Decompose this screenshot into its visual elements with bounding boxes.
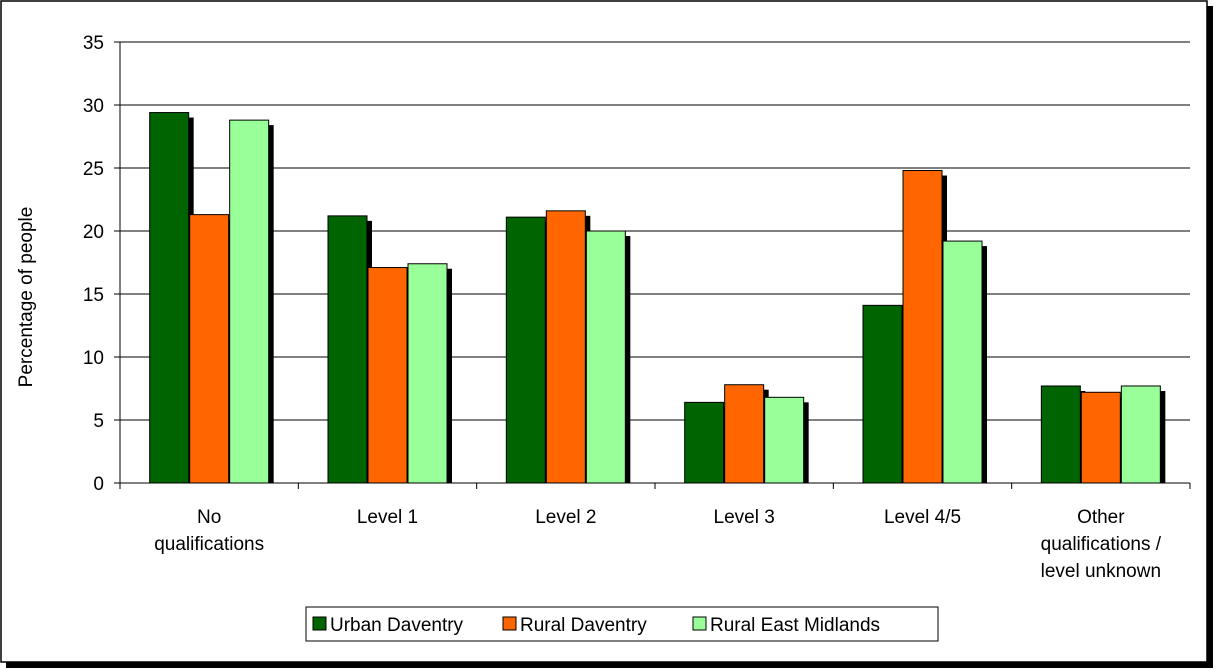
legend: Urban Daventry Rural Daventry Rural East M… xyxy=(305,606,939,642)
bar xyxy=(684,401,725,484)
x-tick-labels: No qualifications Level 1 Level 2 Level 3 Lev… xyxy=(154,507,1162,582)
y-tick-label: 25 xyxy=(83,159,104,180)
legend-swatch xyxy=(692,616,707,631)
bar xyxy=(902,170,943,484)
bar xyxy=(1120,385,1161,484)
x-tick-label: level unknown xyxy=(1041,561,1161,582)
x-tick-label: qualifications / xyxy=(1041,534,1162,555)
gridlines xyxy=(120,41,1190,421)
bar xyxy=(1080,391,1121,484)
axes xyxy=(114,41,1191,489)
legend-label: Urban Daventry xyxy=(330,615,464,636)
bar xyxy=(367,267,408,484)
bar xyxy=(189,214,230,484)
bar xyxy=(585,230,626,484)
y-tick-label: 30 xyxy=(83,96,104,117)
bar xyxy=(942,240,983,484)
x-tick-label: Level 4/5 xyxy=(884,507,961,528)
legend-box xyxy=(305,606,939,642)
bar xyxy=(505,216,546,484)
x-tick-label: No xyxy=(197,507,221,528)
y-tick-label: 15 xyxy=(83,285,104,306)
bar xyxy=(229,119,270,484)
x-tick-label: Level 1 xyxy=(357,507,418,528)
bar xyxy=(1040,385,1081,484)
bar xyxy=(724,384,765,484)
bar xyxy=(149,112,190,484)
bar xyxy=(407,263,448,484)
bar xyxy=(862,304,903,484)
y-axis-label: Percentage of people xyxy=(16,207,37,388)
legend-swatch xyxy=(502,616,517,631)
y-tick-label: 10 xyxy=(83,348,104,369)
x-tick-label: Level 3 xyxy=(714,507,775,528)
y-tick-label: 5 xyxy=(93,411,104,432)
bar xyxy=(545,210,586,484)
x-tick-label: Other xyxy=(1077,507,1125,528)
legend-label: Rural East Midlands xyxy=(710,615,880,636)
bar xyxy=(764,396,805,484)
bar xyxy=(327,215,368,484)
legend-label: Rural Daventry xyxy=(520,615,647,636)
bars xyxy=(149,112,1166,484)
legend-swatch xyxy=(312,616,327,631)
y-tick-labels: 0 5 10 15 20 25 30 35 xyxy=(83,33,104,495)
x-tick-label: Level 2 xyxy=(535,507,596,528)
y-tick-label: 0 xyxy=(93,474,104,495)
x-tick-label: qualifications xyxy=(154,534,264,555)
y-tick-label: 35 xyxy=(83,33,104,54)
y-tick-label: 20 xyxy=(83,222,104,243)
